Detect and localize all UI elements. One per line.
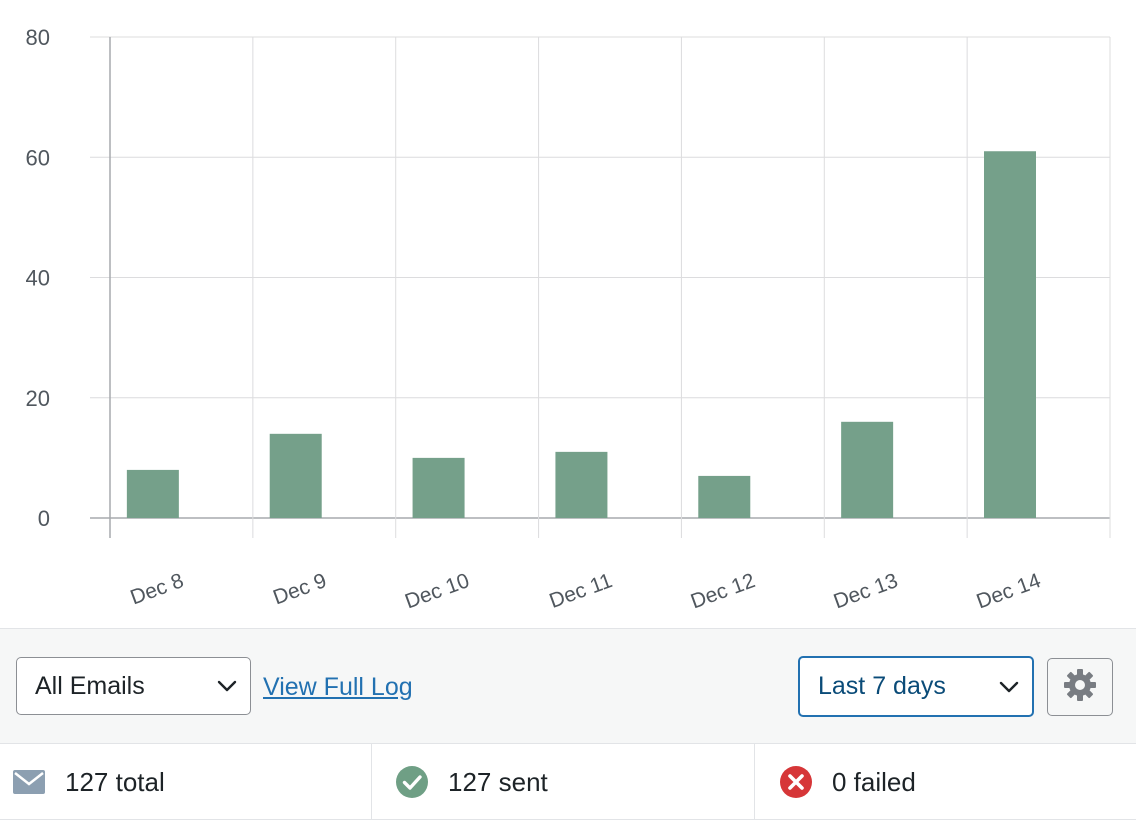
x-tick-label: Dec 8 [127, 569, 186, 609]
x-tick-label: Dec 11 [546, 569, 615, 613]
chevron-down-icon [986, 681, 1032, 693]
email-stats-bar: 127 total 127 sent 0 failed [0, 743, 1136, 834]
x-tick-label: Dec 12 [688, 569, 758, 613]
bar-dec-8 [126, 469, 179, 518]
bar-dec-11 [555, 451, 608, 518]
email-type-select-value: All Emails [35, 671, 145, 700]
bar-dec-13 [841, 421, 894, 518]
email-volume-chart: 0 20 40 60 80 Dec 8 Dec 9 Dec 10 Dec 11 Dec 12 Dec… [26, 25, 1111, 613]
divider [0, 819, 1136, 820]
chevron-down-icon [204, 680, 250, 692]
view-full-log-link[interactable]: View Full Log [263, 673, 413, 701]
check-circle-icon [396, 766, 428, 798]
email-type-select[interactable]: All Emails [16, 657, 251, 715]
period-select-value: Last 7 days [818, 672, 946, 700]
x-tick-label: Dec 9 [270, 569, 329, 609]
bar-dec-12 [698, 475, 751, 518]
period-select[interactable]: Last 7 days [798, 656, 1034, 717]
stat-total-text: 127 total [65, 766, 165, 797]
y-tick-label: 80 [26, 25, 50, 50]
stat-failed-text: 0 failed [832, 766, 916, 797]
bar-dec-14 [984, 151, 1036, 519]
y-tick-label: 0 [38, 506, 50, 531]
stat-total: 127 total [0, 744, 371, 820]
bar-dec-10 [412, 457, 465, 518]
x-tick-label: Dec 14 [973, 569, 1044, 613]
stat-sent-text: 127 sent [448, 766, 548, 797]
x-tick-label: Dec 10 [402, 569, 472, 613]
gear-icon [1062, 667, 1098, 708]
x-circle-icon [780, 766, 812, 798]
y-tick-label: 60 [26, 145, 50, 170]
x-tick-label: Dec 13 [831, 569, 901, 613]
stat-failed: 0 failed [754, 744, 1136, 820]
settings-button[interactable] [1047, 658, 1113, 716]
y-tick-label: 20 [26, 386, 50, 411]
bar-dec-9 [269, 433, 322, 518]
stat-sent: 127 sent [371, 744, 754, 820]
y-tick-label: 40 [26, 266, 50, 291]
envelope-icon [13, 770, 45, 794]
chart-toolbar: All Emails View Full Log Last 7 days [0, 628, 1136, 743]
